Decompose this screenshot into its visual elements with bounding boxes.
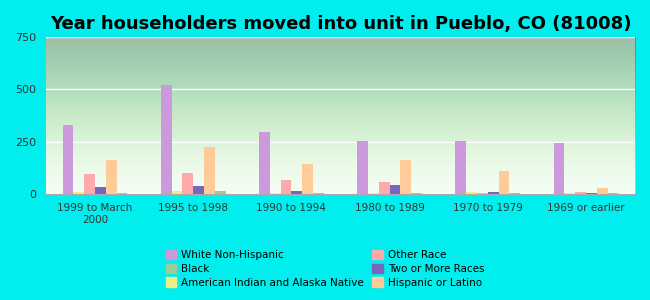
Bar [73,192,84,194]
Bar [302,164,313,194]
Bar [554,142,564,194]
Bar [564,193,575,194]
Title: Year householders moved into unit in Pueblo, CO (81008): Year householders moved into unit in Pue… [49,15,631,33]
Legend: White Non-Hispanic, Black, American Indian and Alaska Native, Other Race, Two or: White Non-Hispanic, Black, American Indi… [161,245,489,292]
Bar [379,182,389,194]
Bar [597,188,608,194]
Bar [106,160,116,194]
Bar [270,193,281,194]
Bar [400,160,411,194]
Bar [488,192,499,194]
Bar [193,186,204,194]
Bar [84,174,95,194]
Bar [95,188,106,194]
Bar [214,190,226,194]
Bar [608,193,618,194]
Bar [204,147,214,194]
Bar [259,132,270,194]
Bar [499,171,510,194]
Bar [389,185,400,194]
Bar [510,193,520,194]
Bar [62,125,73,194]
Bar [161,85,172,194]
Bar [455,140,466,194]
Bar [575,192,586,194]
Bar [313,193,324,194]
Bar [368,193,379,194]
Bar [172,190,183,194]
Bar [281,180,291,194]
Bar [357,140,368,194]
Bar [466,192,477,194]
Bar [411,193,422,194]
Bar [291,190,302,194]
Bar [586,193,597,194]
Bar [116,193,127,194]
Bar [477,193,488,194]
Bar [183,173,193,194]
